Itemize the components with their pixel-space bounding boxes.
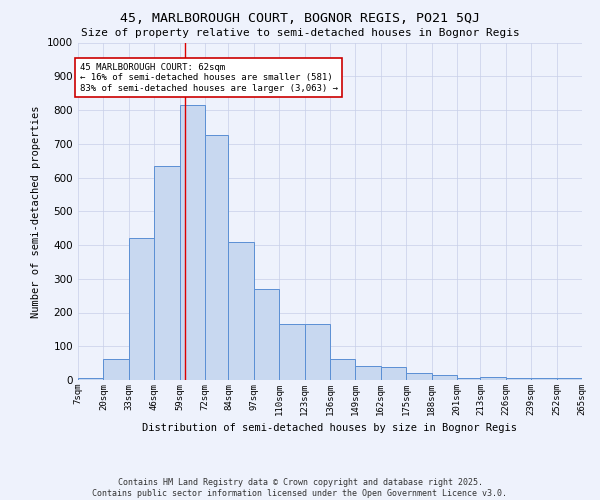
Bar <box>229 242 254 380</box>
Bar <box>557 378 582 380</box>
Bar <box>103 358 129 380</box>
Bar <box>381 367 406 380</box>
Bar <box>305 324 330 380</box>
Y-axis label: Number of semi-detached properties: Number of semi-detached properties <box>31 105 41 318</box>
Text: 45 MARLBOROUGH COURT: 62sqm
← 16% of semi-detached houses are smaller (581)
83% : 45 MARLBOROUGH COURT: 62sqm ← 16% of sem… <box>80 62 338 92</box>
Bar <box>179 105 205 380</box>
Bar <box>205 136 229 380</box>
Bar <box>506 378 531 380</box>
X-axis label: Distribution of semi-detached houses by size in Bognor Regis: Distribution of semi-detached houses by … <box>143 424 517 434</box>
Bar <box>279 324 305 380</box>
Bar <box>406 373 431 380</box>
Bar <box>481 376 506 380</box>
Bar <box>531 378 557 380</box>
Bar <box>431 376 457 380</box>
Bar <box>330 358 355 380</box>
Text: Size of property relative to semi-detached houses in Bognor Regis: Size of property relative to semi-detach… <box>80 28 520 38</box>
Bar <box>78 378 103 380</box>
Bar <box>154 166 179 380</box>
Bar <box>254 289 279 380</box>
Bar <box>355 366 381 380</box>
Bar <box>129 238 154 380</box>
Text: Contains HM Land Registry data © Crown copyright and database right 2025.
Contai: Contains HM Land Registry data © Crown c… <box>92 478 508 498</box>
Bar <box>457 378 481 380</box>
Text: 45, MARLBOROUGH COURT, BOGNOR REGIS, PO21 5QJ: 45, MARLBOROUGH COURT, BOGNOR REGIS, PO2… <box>120 12 480 26</box>
